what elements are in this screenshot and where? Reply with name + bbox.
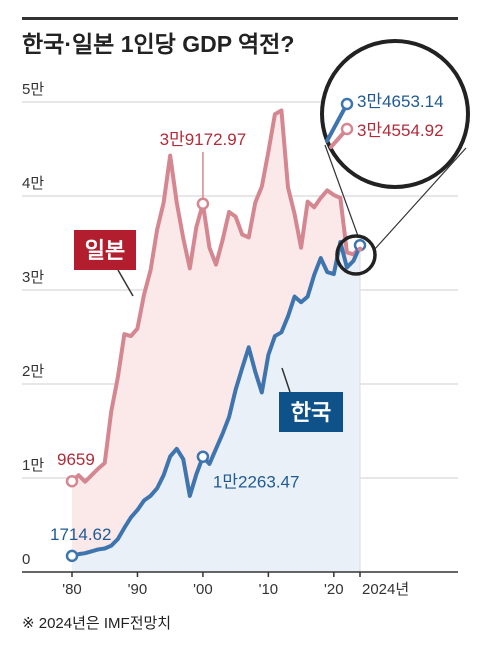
japan-start-label: 9659 (57, 450, 95, 469)
zoom-magnified-circle (320, 39, 470, 189)
japan-badge (74, 230, 136, 270)
zoom-callout: 3만4653.14 3만4554.92 (320, 39, 470, 276)
korea-badge-label: 한국 (291, 400, 331, 425)
y-tick-label: 0 (22, 551, 30, 568)
korea-2024-label: 3만4653.14 (357, 92, 444, 111)
y-tick-label: 5만 (22, 81, 44, 98)
y-tick-label: 4만 (22, 175, 44, 192)
chart-title: 한국·일본 1인당 GDP 역전? (22, 31, 294, 57)
axis: 0 1만 2만 3만 4만 5만 '80 '90 '00 '10 '20 2024년 (22, 81, 458, 598)
footnote: ※ 2024년은 IMF전망치 (22, 615, 171, 632)
korea-2000-label: 1만2263.47 (213, 473, 300, 492)
y-tick-label: 2만 (22, 363, 44, 380)
zoom-source-circle (335, 234, 377, 276)
japan-zoom-marker (340, 122, 354, 136)
y-tick-label: 3만 (22, 269, 44, 286)
y-tick-label: 1만 (22, 457, 44, 474)
korea-badge-leader (281, 367, 291, 393)
japan-start-marker (65, 474, 79, 488)
japan-2000-label: 3만9172.97 (160, 130, 247, 149)
japan-line (70, 108, 362, 484)
x-tick-label: 2024년 (362, 581, 409, 598)
x-tick-label: '10 (259, 581, 279, 598)
korea-area (72, 242, 360, 572)
zoom-connector (324, 144, 359, 237)
japan-badge-label: 일본 (85, 238, 125, 263)
x-tick-label: '90 (128, 581, 148, 598)
korea-start-label: 1714.62 (50, 525, 111, 544)
japan-badge-leader (117, 269, 134, 297)
zoom-connector (373, 147, 467, 251)
japan-2000-marker (196, 197, 210, 211)
japan-2024-marker (357, 246, 363, 252)
korea-zoom-segment (325, 102, 349, 143)
korea-badge (279, 392, 343, 432)
korea-line (70, 240, 362, 558)
x-tick-label: '20 (324, 581, 344, 598)
x-tick-label: '80 (62, 581, 82, 598)
top-rule (22, 17, 458, 20)
japan-2024-label: 3만4554.92 (357, 121, 444, 140)
area-fills (72, 110, 361, 573)
korea-zoom-marker (340, 97, 354, 111)
korea-start-marker (65, 549, 79, 563)
korea-2000-marker (196, 450, 210, 463)
series-lines (70, 108, 362, 558)
x-tick-label: '00 (193, 581, 213, 598)
